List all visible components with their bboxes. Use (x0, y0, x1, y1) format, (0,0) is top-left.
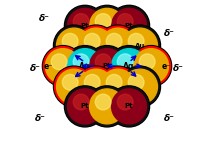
Circle shape (42, 46, 83, 87)
Circle shape (54, 25, 95, 66)
Text: Pt: Pt (81, 23, 89, 29)
Circle shape (108, 5, 150, 46)
Text: Pt: Pt (125, 23, 133, 29)
Circle shape (117, 14, 133, 29)
Circle shape (97, 66, 138, 107)
Circle shape (79, 69, 114, 104)
Circle shape (139, 54, 155, 70)
Circle shape (108, 46, 150, 87)
Circle shape (51, 54, 67, 70)
Circle shape (128, 74, 144, 90)
Circle shape (120, 67, 159, 106)
Circle shape (84, 33, 100, 49)
Circle shape (62, 74, 78, 90)
Circle shape (89, 89, 125, 124)
Circle shape (134, 49, 169, 84)
Circle shape (106, 74, 122, 90)
Circle shape (64, 86, 106, 127)
Circle shape (89, 49, 125, 84)
Text: e⁻: e⁻ (44, 62, 53, 71)
Circle shape (131, 46, 172, 87)
Circle shape (73, 14, 89, 29)
Circle shape (111, 8, 147, 43)
Circle shape (65, 6, 104, 45)
Text: e⁻: e⁻ (162, 62, 171, 71)
Circle shape (119, 25, 160, 66)
Text: Pt: Pt (81, 103, 89, 109)
Circle shape (111, 49, 147, 84)
Circle shape (119, 66, 160, 107)
Circle shape (110, 87, 149, 126)
Circle shape (110, 6, 149, 45)
Text: δ⁻: δ⁻ (164, 29, 175, 38)
Circle shape (100, 69, 135, 104)
Text: δ⁻: δ⁻ (30, 64, 41, 73)
Text: Ag: Ag (123, 62, 135, 71)
Circle shape (55, 67, 94, 106)
Circle shape (86, 46, 128, 87)
Circle shape (97, 25, 138, 66)
Text: δ⁻: δ⁻ (39, 14, 50, 23)
Text: δ⁻: δ⁻ (35, 114, 46, 123)
Circle shape (67, 89, 103, 124)
Circle shape (79, 28, 114, 63)
Text: Au: Au (135, 43, 145, 49)
Text: Ag: Ag (79, 62, 91, 71)
Circle shape (67, 49, 103, 84)
Circle shape (54, 66, 95, 107)
Circle shape (95, 94, 111, 110)
Circle shape (111, 89, 147, 124)
Circle shape (120, 26, 159, 65)
Circle shape (122, 28, 158, 63)
Circle shape (45, 49, 80, 84)
Circle shape (64, 46, 106, 87)
Circle shape (117, 94, 133, 110)
Circle shape (56, 28, 92, 63)
Text: δ⁻: δ⁻ (173, 64, 184, 73)
Circle shape (56, 69, 92, 104)
Circle shape (62, 33, 78, 49)
Circle shape (65, 87, 104, 126)
Circle shape (55, 26, 94, 65)
Circle shape (73, 54, 89, 70)
Text: Pt: Pt (125, 103, 133, 109)
Circle shape (67, 8, 103, 43)
Circle shape (88, 6, 126, 45)
Circle shape (132, 47, 171, 86)
Circle shape (88, 47, 126, 86)
Circle shape (43, 47, 82, 86)
Circle shape (117, 54, 133, 70)
Circle shape (95, 54, 111, 70)
Circle shape (64, 5, 106, 46)
Text: δ⁻: δ⁻ (164, 114, 175, 123)
Circle shape (86, 5, 128, 46)
Circle shape (77, 67, 116, 106)
Circle shape (84, 74, 100, 90)
Circle shape (65, 47, 104, 86)
Circle shape (77, 26, 116, 65)
Circle shape (128, 33, 144, 49)
Circle shape (122, 69, 158, 104)
Circle shape (73, 94, 89, 110)
Circle shape (106, 33, 122, 49)
Circle shape (76, 25, 117, 66)
Circle shape (98, 67, 137, 106)
Circle shape (88, 87, 126, 126)
Text: Pt: Pt (103, 63, 111, 69)
Circle shape (95, 14, 111, 29)
Circle shape (86, 86, 128, 127)
Circle shape (89, 8, 125, 43)
Circle shape (110, 47, 149, 86)
Circle shape (108, 86, 150, 127)
Circle shape (100, 28, 135, 63)
Circle shape (76, 66, 117, 107)
Circle shape (98, 26, 137, 65)
